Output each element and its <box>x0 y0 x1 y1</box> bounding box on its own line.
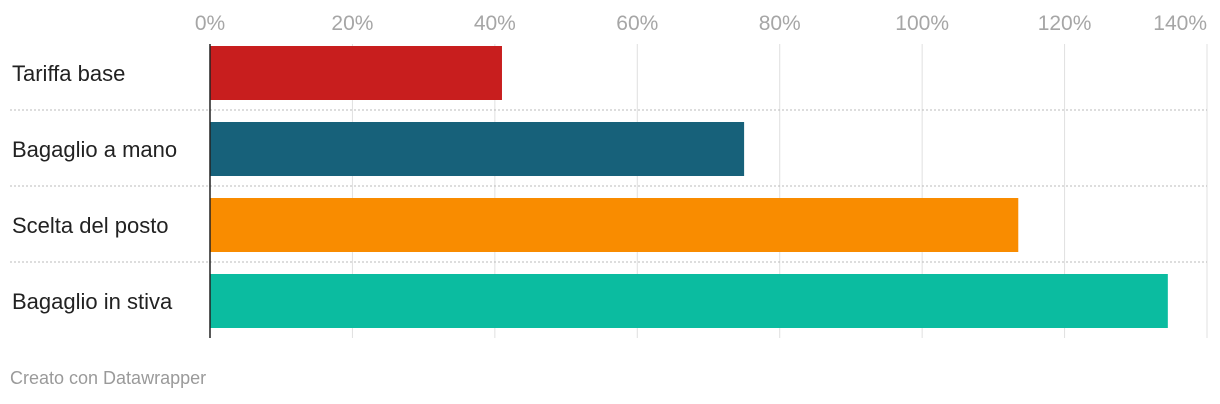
bars <box>210 46 1168 328</box>
category-label: Scelta del posto <box>12 213 169 238</box>
x-tick-label: 120% <box>1038 12 1092 35</box>
category-label: Bagaglio a mano <box>12 137 177 162</box>
footer-credit: Creato con Datawrapper <box>10 368 207 388</box>
bar <box>210 274 1168 328</box>
x-tick-label: 140% <box>1153 12 1207 35</box>
x-tick-label: 20% <box>331 12 373 35</box>
bar-chart: 0% 20% 40% 60% 80% 100% 120% 140% Tariffa base B… <box>10 12 1208 338</box>
category-labels: Tariffa base Bagaglio a mano Scelta del po… <box>12 61 177 314</box>
bar <box>210 198 1019 252</box>
x-tick-label: 80% <box>759 12 801 35</box>
x-tick-label: 60% <box>616 12 658 35</box>
bar <box>210 46 502 100</box>
row-separators <box>10 109 1207 263</box>
bar <box>210 122 745 176</box>
x-tick-label: 0% <box>195 12 225 35</box>
x-tick-label: 40% <box>474 12 516 35</box>
category-label: Bagaglio in stiva <box>12 289 173 314</box>
x-axis: 0% 20% 40% 60% 80% 100% 120% 140% <box>195 12 1207 338</box>
x-tick-label: 100% <box>895 12 949 35</box>
category-label: Tariffa base <box>12 61 125 86</box>
